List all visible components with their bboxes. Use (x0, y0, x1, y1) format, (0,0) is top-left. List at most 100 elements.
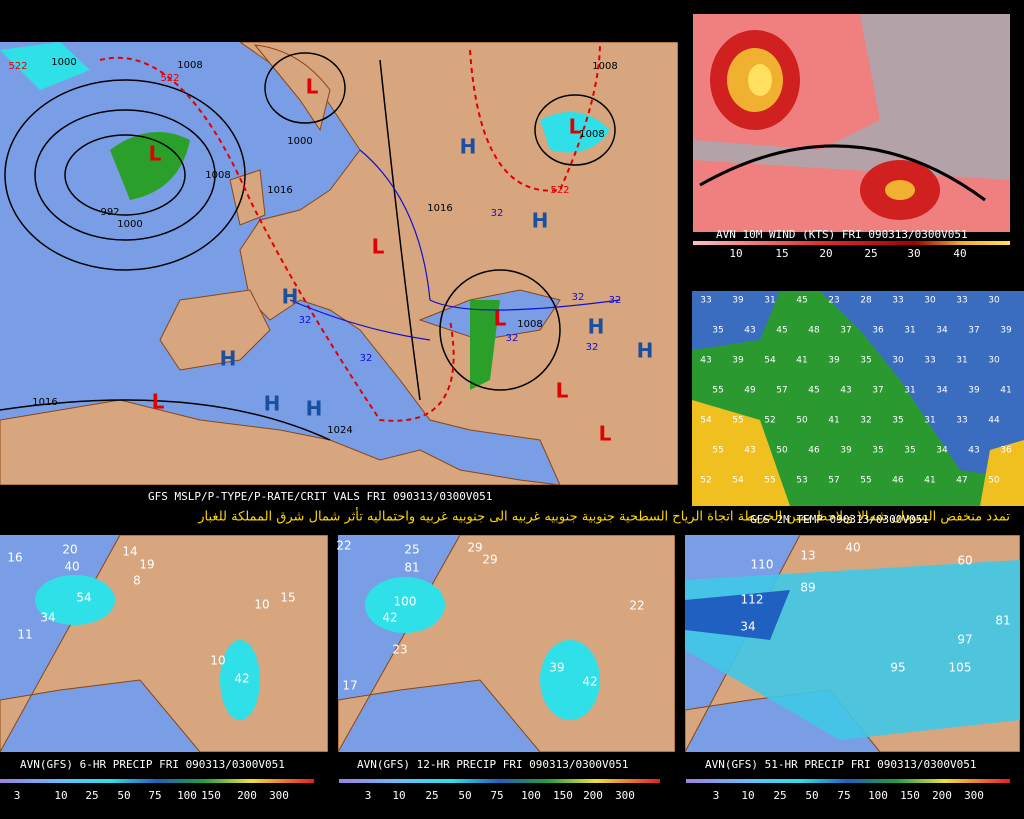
isobar-label: 1016 (267, 185, 292, 196)
precip-label: 81 (404, 561, 419, 575)
precip-scale-label: 50 (458, 789, 471, 802)
temp-value: 39 (968, 386, 980, 396)
freezing-label: 32 (609, 295, 622, 306)
precip-scale-label: 10 (741, 789, 754, 802)
precip-label: 15 (280, 591, 295, 605)
precip-scale-label: 75 (148, 789, 161, 802)
precip-label: 8 (133, 574, 141, 588)
isobar-label: 1008 (517, 319, 542, 330)
precip-scale-label: 100 (868, 789, 888, 802)
thickness-label: 522 (550, 185, 569, 196)
temp-value: 48 (808, 326, 820, 336)
precip-label: 20 (62, 543, 77, 557)
precip-scale-label: 150 (201, 789, 221, 802)
temp-value: 41 (828, 416, 839, 426)
temp-value: 39 (828, 356, 840, 366)
temp-value: 54 (700, 416, 712, 426)
low-marker: L (494, 307, 507, 331)
temp-value: 55 (712, 386, 723, 396)
precip-label: 19 (139, 558, 154, 572)
temp-caption: GFS 2M TEMP 090313/0300V051 (750, 513, 929, 526)
temp-value: 45 (776, 326, 787, 336)
temp-value: 57 (776, 386, 787, 396)
temp-value: 43 (744, 326, 755, 336)
precip-scale-label: 25 (773, 789, 786, 802)
precip-label: 34 (740, 620, 755, 634)
temp-value: 45 (796, 296, 807, 306)
precip-scale-label: 300 (964, 789, 984, 802)
thickness-label: 522 (8, 61, 27, 72)
precip-label: 34 (40, 611, 55, 625)
wind-colorbar (693, 241, 1010, 245)
high-marker: H (460, 135, 477, 159)
main-map (0, 42, 678, 485)
temp-value: 28 (860, 296, 872, 306)
temp-value: 41 (924, 476, 935, 486)
isobar-label: 992 (100, 207, 119, 218)
precip-label: 40 (64, 560, 79, 574)
low-marker: L (306, 75, 319, 99)
precip-label: 60 (957, 554, 972, 568)
temp-value: 55 (732, 416, 743, 426)
wind-scale-label: 10 (729, 247, 742, 260)
temp-value: 31 (924, 416, 935, 426)
freezing-label: 32 (491, 208, 504, 219)
temp-value: 30 (892, 356, 904, 366)
precip-label: 22 (629, 599, 644, 613)
wind-scale-label: 30 (907, 247, 920, 260)
precip-label: 29 (482, 553, 497, 567)
temp-value: 35 (712, 326, 723, 336)
precip-scale-label: 100 (177, 789, 197, 802)
temp-value: 23 (828, 296, 839, 306)
temp-value: 37 (840, 326, 851, 336)
precip-scale-label: 25 (425, 789, 438, 802)
isobar-label: 1000 (51, 57, 76, 68)
precip-label: 42 (234, 672, 249, 686)
precip-scale-label: 10 (54, 789, 67, 802)
temp-value: 50 (796, 416, 808, 426)
temp-value: 41 (1000, 386, 1011, 396)
temp-value: 37 (968, 326, 979, 336)
temp-value: 47 (956, 476, 967, 486)
precip-label: 11 (17, 628, 32, 642)
wind-scale-label: 40 (953, 247, 966, 260)
freezing-label: 32 (506, 333, 519, 344)
precip-label: 81 (995, 614, 1010, 628)
temp-value: 39 (732, 296, 744, 306)
freezing-label: 32 (586, 342, 599, 353)
precip-label: 16 (7, 551, 22, 565)
temp-value: 45 (808, 386, 819, 396)
precip-scale-label: 3 (713, 789, 720, 802)
thickness-label: 522 (160, 73, 179, 84)
precip-label: 13 (800, 549, 815, 563)
high-marker: H (282, 285, 299, 309)
low-marker: L (556, 379, 569, 403)
freezing-label: 32 (299, 315, 312, 326)
temp-value: 31 (904, 386, 915, 396)
high-marker: H (637, 339, 654, 363)
temp-value: 34 (936, 446, 948, 456)
precip-scale-label: 200 (932, 789, 952, 802)
temp-value: 35 (892, 416, 903, 426)
temp-value: 43 (840, 386, 851, 396)
temp-value: 55 (764, 476, 775, 486)
temp-value: 46 (808, 446, 820, 456)
low-marker: L (372, 235, 385, 259)
precip-label: 100 (394, 595, 417, 609)
precip-label: 22 (336, 539, 351, 553)
isobar-label: 1008 (592, 61, 617, 72)
precip-scale-label: 150 (553, 789, 573, 802)
freezing-label: 32 (572, 292, 585, 303)
precip-label: 105 (949, 661, 972, 675)
high-marker: H (264, 392, 281, 416)
precip-caption: AVN(GFS) 6-HR PRECIP FRI 090313/0300V051 (20, 758, 285, 771)
precip-label: 89 (800, 581, 815, 595)
temp-value: 49 (744, 386, 756, 396)
wind-map (693, 14, 1010, 232)
isobar-label: 1008 (579, 129, 604, 140)
isobar-label: 1008 (205, 170, 230, 181)
temp-map (692, 291, 1024, 506)
isobar-label: 1016 (32, 397, 57, 408)
precip-label: 14 (122, 545, 137, 559)
precip-scale-label: 75 (837, 789, 850, 802)
